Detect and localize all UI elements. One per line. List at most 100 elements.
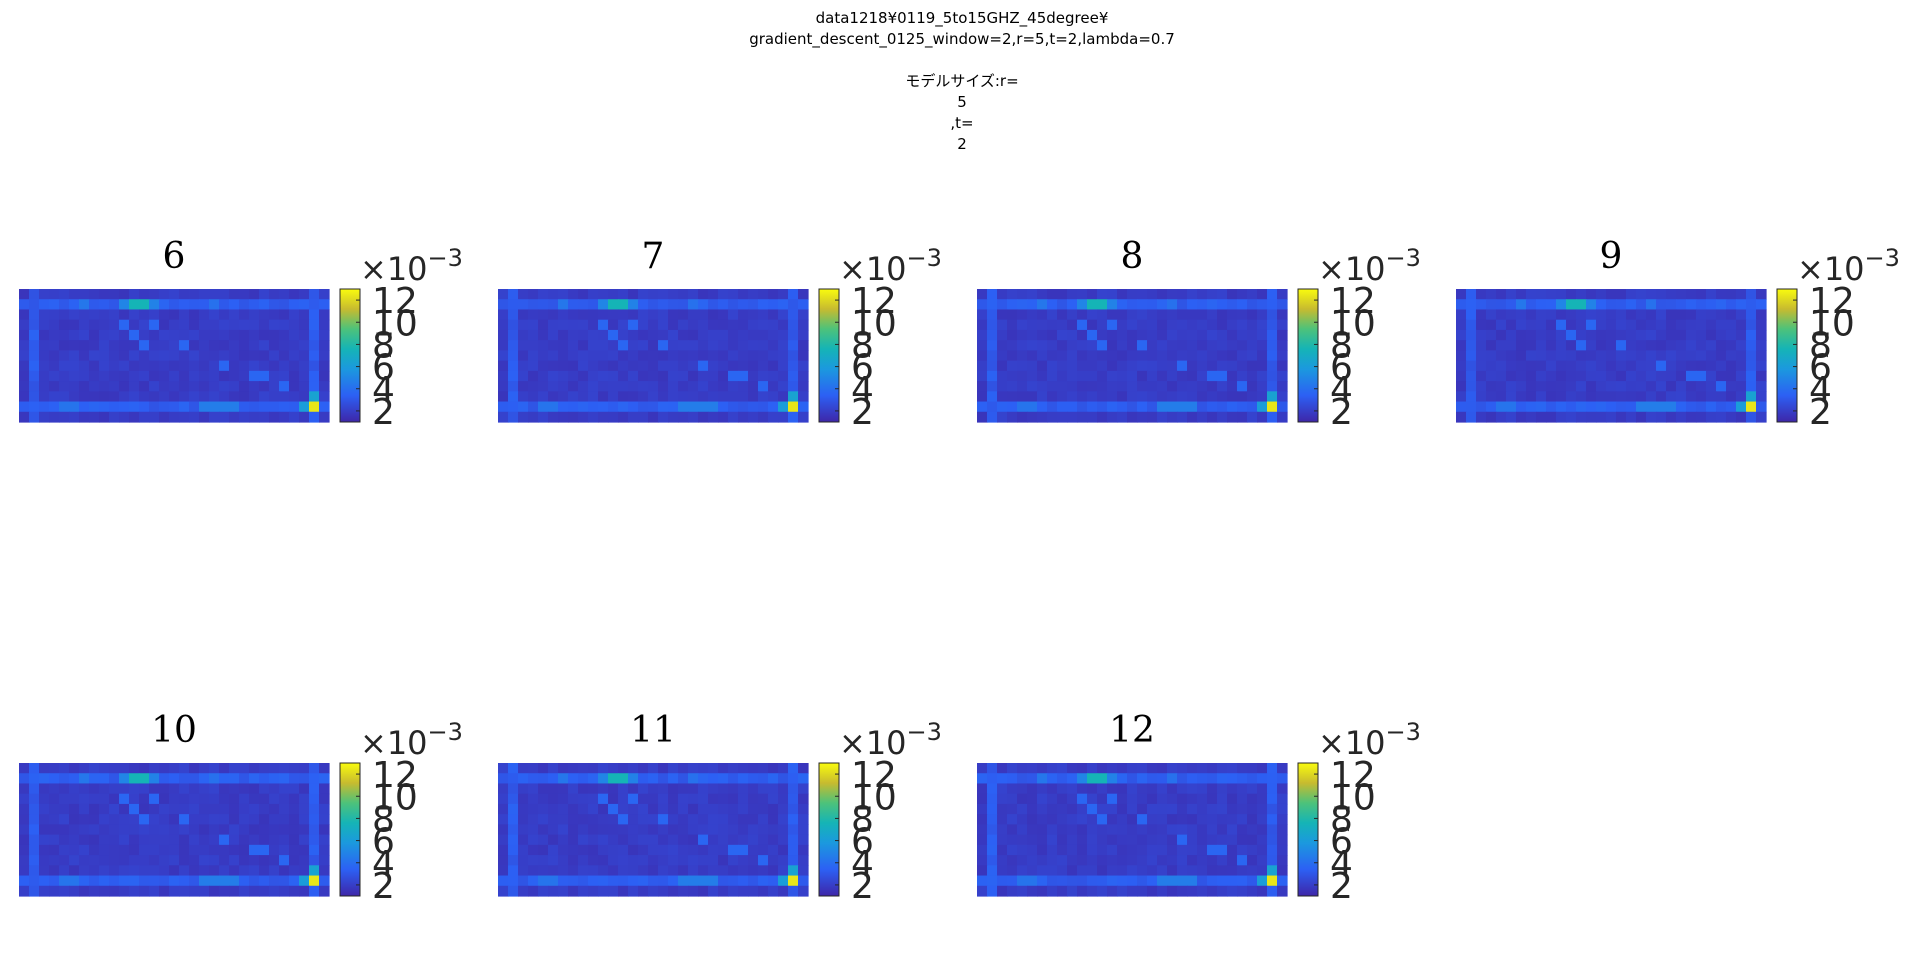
heatmap-cell bbox=[149, 875, 160, 887]
heatmap-cell bbox=[1656, 401, 1667, 413]
heatmap-cell bbox=[1047, 803, 1058, 815]
heatmap-cell bbox=[1536, 340, 1547, 351]
heatmap-cell bbox=[1177, 763, 1188, 774]
heatmap-cell bbox=[668, 844, 679, 856]
heatmap-cell bbox=[249, 319, 260, 331]
heatmap-cell bbox=[179, 763, 190, 774]
heatmap-cell bbox=[49, 391, 60, 403]
heatmap-cells bbox=[977, 763, 1288, 897]
colorbar-exponent: ×10−3 bbox=[360, 244, 463, 288]
heatmap-cell bbox=[69, 865, 80, 877]
heatmap-cell bbox=[59, 350, 70, 362]
heatmap-cell bbox=[1466, 401, 1477, 413]
heatmap-cell bbox=[1686, 299, 1697, 311]
heatmap-cell bbox=[139, 803, 150, 815]
heatmap-cell bbox=[169, 824, 180, 836]
heatmap-cell bbox=[1157, 370, 1168, 382]
heatmap-cell bbox=[1027, 319, 1038, 331]
heatmap-cell bbox=[1067, 803, 1078, 815]
heatmap-cell bbox=[219, 773, 230, 785]
heatmap-cell bbox=[179, 824, 190, 836]
heatmap-cell bbox=[1636, 411, 1647, 423]
heatmap-cell bbox=[618, 824, 629, 836]
heatmap-cell bbox=[768, 885, 779, 897]
heatmap-cell bbox=[538, 289, 549, 300]
heatmap-cell bbox=[1576, 289, 1587, 300]
heatmap-cell bbox=[1686, 350, 1697, 362]
heatmap-cell bbox=[678, 299, 689, 311]
heatmap-cell bbox=[1177, 814, 1188, 825]
heatmap-cell bbox=[259, 329, 270, 341]
heatmap-cell bbox=[1526, 411, 1537, 423]
heatmap-cell bbox=[728, 834, 739, 846]
heatmap-cell bbox=[1077, 855, 1088, 866]
heatmap-cell bbox=[289, 299, 300, 311]
heatmap-cell bbox=[578, 309, 589, 321]
heatmap-cell bbox=[299, 391, 310, 403]
heatmap-cell bbox=[678, 793, 689, 805]
heatmap-cell bbox=[269, 803, 280, 815]
heatmap-cell bbox=[1716, 289, 1727, 300]
heatmap-cell bbox=[139, 319, 150, 331]
heatmap-cell bbox=[109, 773, 120, 785]
heatmap-cells bbox=[977, 289, 1288, 423]
heatmap-cell bbox=[1626, 340, 1637, 351]
heatmap-cell bbox=[279, 309, 290, 321]
heatmap-cell bbox=[1197, 844, 1208, 856]
heatmap-cell bbox=[558, 350, 569, 362]
heatmap-cell bbox=[89, 340, 100, 351]
heatmap-cell bbox=[498, 814, 509, 825]
heatmap-cell bbox=[1556, 411, 1567, 423]
heatmap-cell bbox=[688, 319, 699, 331]
heatmap-cell bbox=[1746, 370, 1757, 382]
heatmap-cell bbox=[289, 865, 300, 877]
heatmap-cell bbox=[1706, 360, 1717, 372]
heatmap-cell bbox=[977, 309, 988, 321]
heatmap-cell bbox=[89, 844, 100, 856]
heatmap-cell bbox=[1157, 855, 1168, 866]
heatmap-cell bbox=[987, 783, 998, 795]
colorbar-exponent: ×10−3 bbox=[1318, 718, 1421, 762]
heatmap-cell bbox=[548, 299, 559, 311]
heatmap-cell bbox=[588, 824, 599, 836]
heatmap-cell bbox=[1566, 391, 1577, 403]
heatmap-cell bbox=[109, 855, 120, 866]
heatmap-cell bbox=[169, 370, 180, 382]
heatmap-cell bbox=[1067, 844, 1078, 856]
heatmap-cell bbox=[199, 319, 210, 331]
heatmap-cell bbox=[139, 783, 150, 795]
heatmap-cell bbox=[1267, 329, 1278, 341]
heatmap-cell bbox=[1187, 885, 1198, 897]
heatmap-cell bbox=[239, 834, 250, 846]
heatmap-cell bbox=[269, 844, 280, 856]
heatmap-cell bbox=[1456, 381, 1467, 392]
heatmap-cell bbox=[538, 381, 549, 392]
heatmap-cell bbox=[1087, 329, 1098, 341]
heatmap-cell bbox=[748, 803, 759, 815]
heatmap-cell bbox=[1087, 411, 1098, 423]
heatmap-cell bbox=[1646, 299, 1657, 311]
heatmap-cell bbox=[508, 401, 519, 413]
heatmap-cell bbox=[588, 411, 599, 423]
heatmap-cell bbox=[1217, 381, 1228, 392]
heatmap-cell bbox=[1686, 289, 1697, 300]
heatmap-cell bbox=[29, 289, 40, 300]
heatmap-cell bbox=[1496, 350, 1507, 362]
colorbar bbox=[339, 288, 361, 423]
heatmap-cell bbox=[528, 329, 539, 341]
heatmap-cell bbox=[1726, 340, 1737, 351]
heatmap-cell bbox=[39, 834, 50, 846]
colorbar-tick-label: 10 bbox=[1330, 303, 1376, 344]
heatmap-cell bbox=[1716, 340, 1727, 351]
heatmap-cell bbox=[648, 865, 659, 877]
heatmap-cell bbox=[1486, 381, 1497, 392]
heatmap-cell bbox=[109, 875, 120, 887]
heatmap-cell bbox=[1077, 360, 1088, 372]
heatmap-cell bbox=[1017, 350, 1028, 362]
heatmap-cell bbox=[778, 319, 789, 331]
heatmap-cell bbox=[508, 411, 519, 423]
heatmap-cell bbox=[1257, 391, 1268, 403]
heatmap-cell bbox=[49, 885, 60, 897]
heatmap-cell bbox=[1696, 381, 1707, 392]
heatmap-cell bbox=[987, 844, 998, 856]
